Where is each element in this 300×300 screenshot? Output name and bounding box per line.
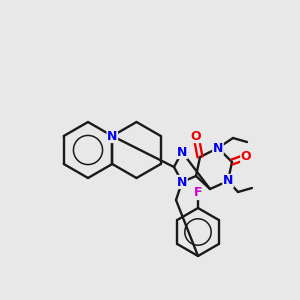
Text: O: O xyxy=(241,151,251,164)
Text: O: O xyxy=(191,130,201,142)
Text: N: N xyxy=(107,130,117,142)
Text: F: F xyxy=(194,187,202,200)
Text: N: N xyxy=(177,146,187,158)
Text: N: N xyxy=(213,142,223,154)
Text: N: N xyxy=(223,175,233,188)
Text: N: N xyxy=(177,176,187,188)
